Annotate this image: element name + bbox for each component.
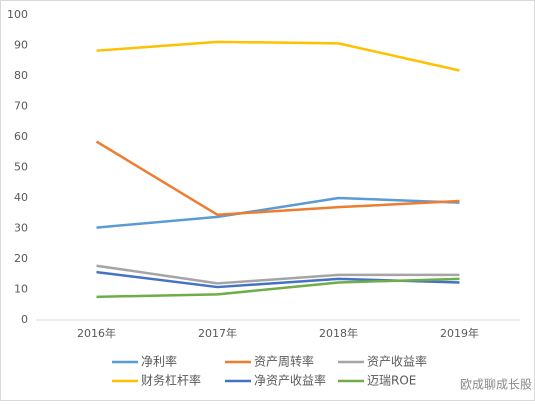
y-tick-label: 80 (14, 69, 28, 82)
series-line (96, 264, 460, 285)
y-tick-label: 100 (7, 8, 28, 21)
series-line (96, 196, 460, 229)
y-tick-label: 90 (14, 39, 28, 52)
series-line (96, 277, 460, 299)
series-line (95, 140, 460, 217)
x-tick-label: 2018年 (319, 326, 358, 340)
y-tick-label: 40 (14, 191, 28, 204)
x-tick-label: 2017年 (198, 326, 237, 340)
y-tick-label: 20 (14, 252, 28, 265)
watermark: 欧成聊成长股 (460, 378, 532, 392)
y-tick-label: 70 (14, 100, 28, 113)
x-tick-label: 2019年 (440, 326, 479, 340)
legend-label: 迈瑞ROE (367, 374, 416, 388)
series-line (96, 40, 460, 72)
y-tick-label: 30 (14, 222, 28, 235)
y-tick-label: 10 (14, 283, 28, 296)
y-tick-label: 60 (14, 130, 28, 143)
y-tick-label: 0 (21, 313, 28, 326)
y-tick-label: 50 (14, 161, 28, 174)
legend-label: 财务杠杆率 (141, 373, 201, 388)
legend-label: 资产收益率 (367, 354, 427, 369)
legend-label: 资产周转率 (254, 354, 314, 369)
x-tick-label: 2016年 (77, 326, 116, 340)
legend-label: 净利率 (141, 354, 177, 369)
legend-label: 净资产收益率 (254, 373, 326, 388)
